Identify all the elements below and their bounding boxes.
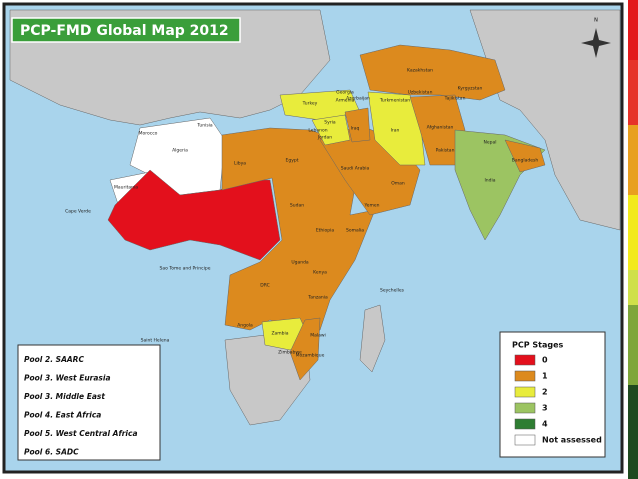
stripe (628, 385, 638, 479)
legend-swatch (514, 418, 536, 430)
country-label: Mozambique (296, 353, 325, 359)
country-label: Ethiopia (316, 228, 335, 234)
legend-label: 2 (542, 388, 548, 397)
country-label: Saudi Arabia (341, 166, 370, 172)
legend-label: 4 (542, 420, 548, 429)
country-label: Uzbekistan (408, 90, 433, 96)
country-label: India (484, 178, 495, 184)
country-label: DRC (260, 283, 270, 289)
country-label: Mauritania (114, 185, 138, 191)
country-label: Tunisia (196, 123, 213, 129)
compass (581, 28, 611, 58)
country-label: Zambia (271, 331, 288, 337)
country-label: Egypt (286, 158, 299, 164)
pool-label: Pool 2. SAARC (24, 355, 84, 364)
central-asia (359, 44, 506, 101)
country-label: Iran (391, 128, 400, 134)
levant (311, 114, 351, 146)
country-label: Kazakhstan (407, 68, 433, 74)
legend-swatch (514, 434, 536, 446)
legend-label: Not assessed (542, 436, 602, 445)
legend-label: 1 (542, 372, 548, 381)
country-label: Armenia (336, 98, 355, 104)
country-label: Georgia (336, 90, 354, 96)
map: N (9, 9, 621, 426)
country-label: Syria (324, 120, 336, 126)
legend-swatch (514, 386, 536, 398)
country-label: Cape Verde (65, 209, 91, 215)
legend-swatch (514, 370, 536, 382)
legend-title: PCP Stages (512, 341, 564, 350)
country-label: Seychelles (380, 288, 405, 294)
pool-label: Pool 3. West Eurasia (24, 374, 111, 383)
east-asia (469, 9, 621, 231)
pool-list: Pool 2. SAARC Pool 3. West Eurasia Pool 3.… (24, 355, 138, 457)
title: PCP-FMD Global Map 2012 (20, 23, 229, 39)
country-label: Tanzania (307, 295, 328, 301)
country-label: Oman (391, 181, 405, 187)
country-label: Bangladesh (512, 158, 539, 164)
title-box (11, 17, 241, 43)
compass-n: N (594, 18, 598, 24)
stripe (628, 0, 638, 60)
pool-label: Pool 3. Middle East (24, 392, 105, 401)
west-africa (107, 169, 281, 261)
country-label: Yemen (364, 203, 380, 209)
legend-label: 3 (542, 404, 548, 413)
stripe (628, 195, 638, 270)
country-label: Morocco (139, 131, 158, 137)
country-label: Pakistan (436, 148, 455, 154)
country-label: Algeria (172, 148, 188, 154)
country-label: Sao Tome and Principe (160, 266, 211, 272)
mozambique (289, 317, 321, 381)
country-label: Iraq (351, 126, 360, 132)
legend: 0 1 2 3 4 Not assessed (514, 354, 602, 446)
country-label: Nepal (484, 140, 497, 146)
legend-swatch (514, 402, 536, 414)
madagascar (359, 304, 386, 373)
pool-label: Pool 6. SADC (24, 448, 79, 457)
country-label: Azerbaijan (346, 96, 370, 102)
country-label: Zimbabwe (278, 350, 302, 356)
stripe (628, 305, 638, 385)
pool-box (17, 344, 161, 461)
stripe (628, 270, 638, 305)
country-label: Tajikistan (444, 96, 466, 102)
iraq (344, 107, 371, 143)
country-label: Uganda (291, 260, 309, 266)
pool-label: Pool 4. East Africa (24, 411, 101, 420)
country-label: Jordan (317, 135, 332, 141)
country-label: Sudan (290, 203, 304, 209)
country-label: Libya (234, 161, 246, 167)
country-label: Somalia (346, 228, 364, 234)
country-label: Lebanon (308, 128, 327, 134)
bangladesh (504, 139, 546, 173)
stripe (628, 60, 638, 125)
country-label: Kenya (313, 270, 327, 276)
legend-label: 0 (542, 356, 548, 365)
country-label: Kyrgyzstan (458, 86, 483, 92)
stripe (628, 125, 638, 195)
legend-swatch (514, 354, 536, 366)
country-label: Saint Helena (141, 338, 170, 344)
country-label: Angola (237, 323, 253, 329)
country-label: Afghanistan (427, 125, 454, 131)
country-label: Turkey (302, 101, 318, 107)
country-label: Turkmenistan (379, 98, 410, 104)
country-label: Malawi (310, 333, 326, 339)
pool-label: Pool 5. West Central Africa (24, 429, 138, 438)
country-labels: Kazakhstan Uzbekistan Kyrgyzstan Turkmenist… (65, 68, 538, 359)
